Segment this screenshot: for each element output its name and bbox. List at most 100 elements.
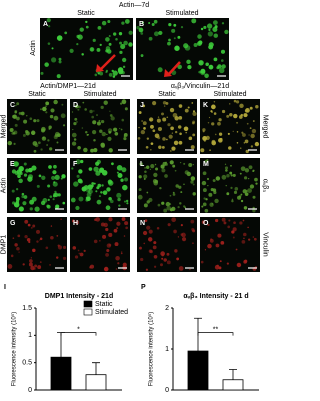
cell (71, 167, 74, 170)
cell (76, 43, 79, 46)
cell (235, 100, 240, 104)
cell (147, 237, 153, 242)
legend-label: Static (95, 301, 113, 308)
cell (136, 25, 140, 30)
cell (169, 160, 174, 165)
cell (205, 62, 209, 67)
cell (54, 174, 60, 181)
cell (140, 129, 146, 135)
cell (11, 169, 17, 174)
cell (55, 204, 60, 209)
cell (148, 229, 153, 234)
panel-letter: N (140, 220, 145, 227)
cell (179, 162, 182, 164)
cell (123, 40, 128, 46)
cell (99, 240, 101, 242)
cell (240, 147, 242, 149)
cell (91, 115, 94, 119)
cell (36, 240, 39, 243)
section-title: Actin/DMP1—21d (40, 83, 96, 90)
cell (47, 25, 51, 28)
cell (115, 37, 118, 41)
cell (140, 54, 144, 57)
cell (229, 113, 233, 117)
cell (224, 29, 229, 35)
cell (53, 181, 56, 184)
cell (7, 140, 13, 146)
cell (246, 122, 249, 125)
cell (51, 47, 54, 50)
cell (230, 164, 232, 167)
cell (15, 104, 17, 107)
cell (72, 246, 77, 250)
cell (39, 261, 42, 264)
cell (24, 234, 28, 239)
cell (98, 119, 101, 122)
cell (115, 268, 118, 270)
row-label: αᵥβ₃ (262, 179, 269, 192)
cell (103, 266, 109, 272)
cell (140, 32, 144, 35)
cell (128, 42, 133, 47)
cell (249, 184, 255, 189)
cell (202, 128, 206, 132)
cell (15, 196, 20, 201)
cell (124, 107, 128, 111)
cell (230, 186, 233, 190)
cell (255, 182, 258, 185)
cell (252, 169, 255, 172)
cell (91, 182, 95, 185)
cell (70, 197, 76, 203)
cell (166, 116, 169, 119)
cell (227, 225, 231, 229)
cell (201, 205, 204, 208)
cell (9, 127, 14, 132)
cell (211, 203, 213, 205)
cell (240, 193, 243, 196)
cell (174, 116, 179, 121)
cell (205, 135, 210, 140)
cell (116, 221, 121, 226)
cell (183, 126, 189, 132)
cell (212, 188, 217, 192)
cell (244, 192, 249, 196)
legend-swatch (83, 308, 93, 316)
cell (219, 260, 222, 263)
bar (50, 356, 72, 391)
cell (122, 184, 128, 191)
cell (146, 137, 150, 140)
cell (218, 138, 223, 143)
cell (13, 161, 19, 167)
cell (164, 174, 168, 178)
cell (181, 232, 186, 238)
cell (178, 266, 184, 271)
cell (153, 254, 158, 259)
cell (23, 195, 28, 199)
cell (102, 190, 108, 195)
cell (156, 226, 160, 230)
cell (86, 192, 92, 198)
cell (28, 240, 31, 244)
cell (106, 133, 108, 136)
cell (226, 174, 230, 178)
column-label: Static (28, 91, 46, 98)
cell (221, 22, 225, 25)
cell (138, 27, 144, 33)
cell (171, 146, 176, 151)
cell (126, 202, 129, 205)
cell (192, 183, 195, 186)
cell (39, 237, 43, 241)
cell (148, 36, 153, 41)
cell (93, 110, 95, 112)
cell (239, 172, 242, 175)
cell (93, 148, 98, 153)
cell (143, 203, 148, 208)
bar (85, 374, 107, 391)
cell (210, 110, 213, 113)
cell (37, 141, 41, 145)
cell (91, 130, 97, 135)
cell (122, 65, 126, 69)
arrow-head (164, 69, 172, 77)
cell (62, 245, 67, 250)
bar (222, 379, 244, 391)
